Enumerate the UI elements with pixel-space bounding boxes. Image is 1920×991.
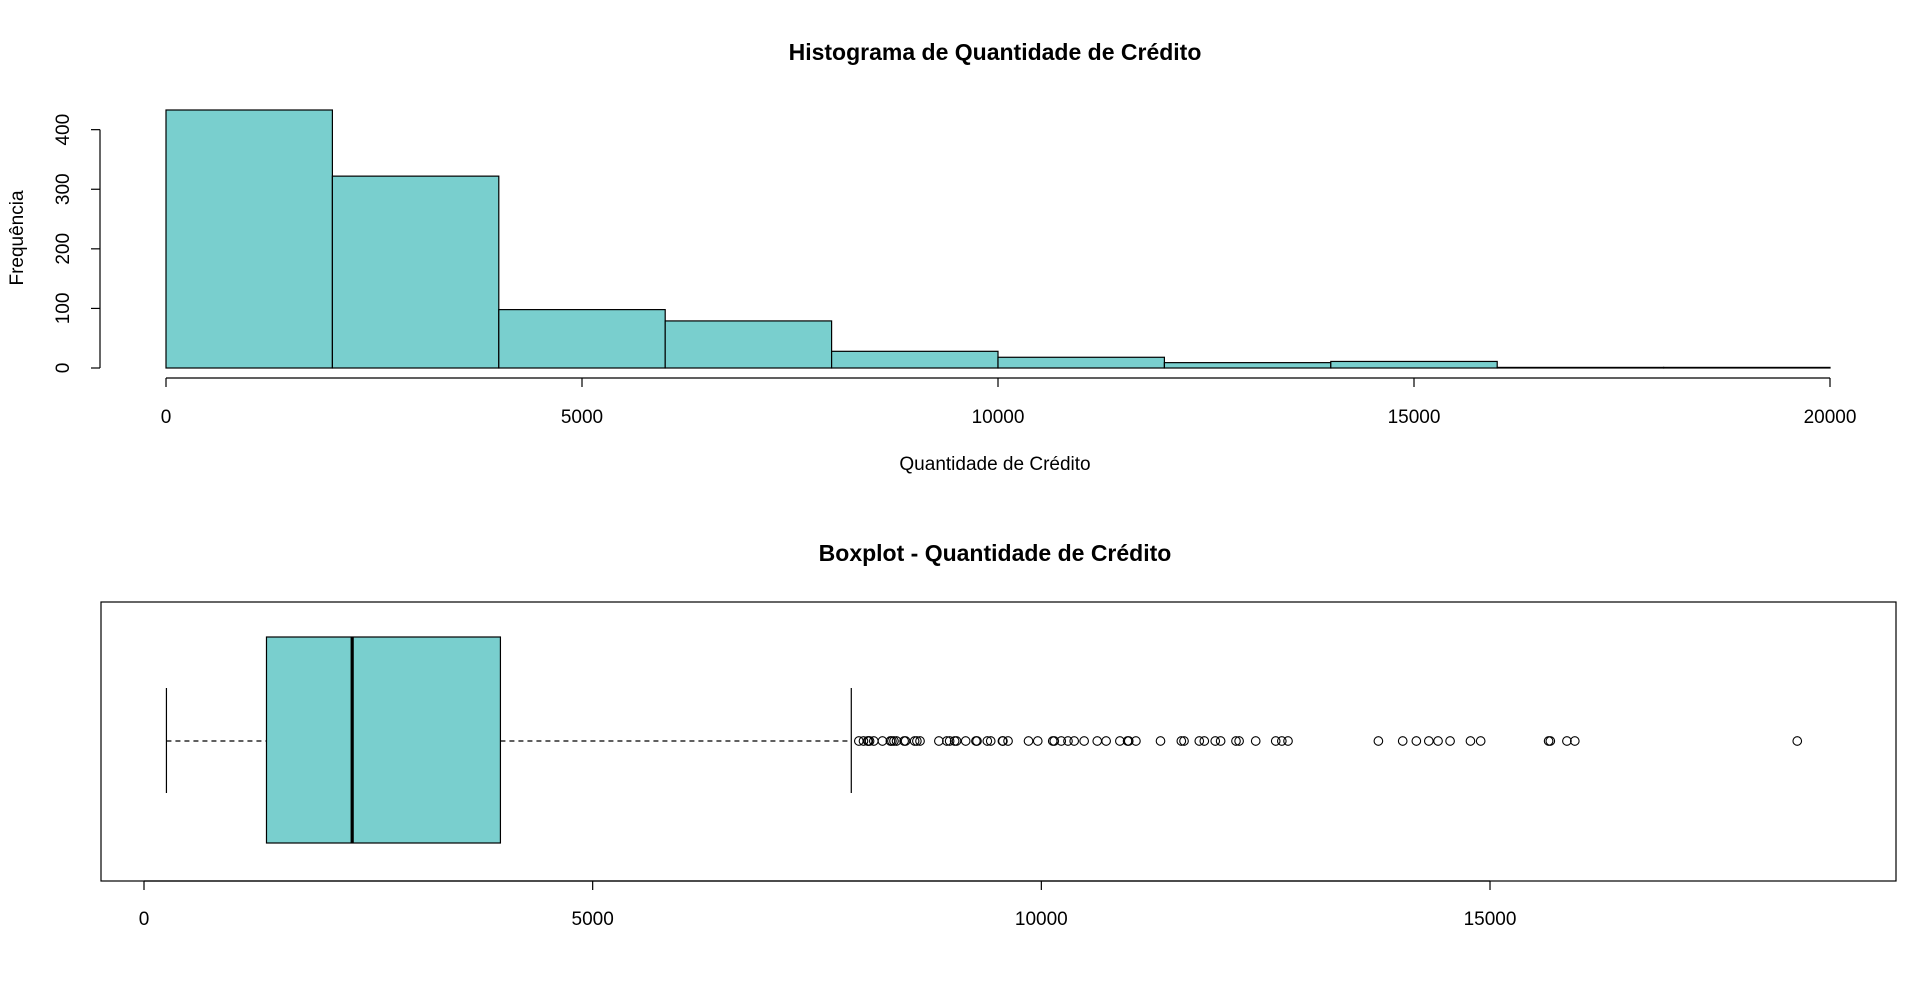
boxplot-outlier-point [1545,736,1556,746]
boxplot-outlier-point [1079,736,1089,746]
boxplot-outlier-point [1056,736,1067,746]
histogram-bar [997,356,1165,369]
boxplot-outlier-point [1373,736,1384,746]
boxplot-outlier-point [934,736,944,746]
histogram-y-axis-label: Frequência [7,190,28,285]
histogram-y-axis: 0 100 200 300 400 [53,114,101,374]
boxplot-outlier-point [1179,736,1189,746]
histogram-bar [498,309,666,369]
boxplot-outlier-point [998,736,1008,746]
boxplot-outlier-point [1131,736,1141,746]
boxplot-outlier-point [858,736,869,746]
boxplot-box [265,636,502,844]
boxplot-outlier-point [1003,736,1013,746]
boxplot-outlier-point [1475,736,1486,746]
boxplot-outlier-point [1032,736,1043,746]
histogram-bar [1496,366,1665,369]
boxplot-outlier-point [1411,736,1422,746]
boxplot-outlier-point [1234,736,1244,746]
boxplot-outlier-point [915,736,925,746]
boxplot-outlier-point [985,736,996,746]
boxplot-outlier-point [1049,736,1060,746]
histogram-bar [331,175,500,369]
histogram-x-axis-label: Quantidade de Crédito [899,454,1090,475]
histogram-x-axis: 0 5000 10000 15000 20000 [161,377,1857,428]
boxplot-outlier-point [972,736,982,746]
histogram-bar [1330,360,1498,369]
boxplot-outlier-point [1276,736,1287,746]
boxplot-outlier-point [960,736,971,746]
boxplot-outlier-point [944,736,955,746]
boxplot-outlier-point [1792,736,1803,746]
boxplot-x-tick-label: 15000 [1464,909,1517,930]
boxplot-outlier-point [1465,736,1476,746]
boxplot-outlier-point [1063,736,1073,746]
boxplot-outlier-point [909,736,920,746]
boxplot-outlier-point [864,736,875,746]
boxplot-outlier-point [942,736,952,746]
histogram-bar [165,109,333,369]
boxplot-x-tick-label: 0 [139,909,150,930]
boxplot-outlier-point [951,736,962,746]
boxplot-outlier-point [1069,736,1080,746]
histogram-panel: Histograma de Quantidade de Crédito Quan… [7,39,1856,475]
boxplot-x-tick-label: 10000 [1015,909,1068,930]
boxplot-outlier-point [1199,736,1210,746]
boxplot-outlier-point [889,736,899,746]
boxplot-outlier-point [1210,736,1221,746]
boxplot-outlier-point [1433,736,1443,746]
boxplot-title: Boxplot - Quantidade de Crédito [819,540,1172,566]
histogram-bar [1163,362,1332,369]
boxplot-outlier-point [982,736,993,746]
boxplot-outlier-point [877,736,888,746]
histogram-x-tick-label: 10000 [972,407,1025,428]
boxplot-outlier-point [1101,736,1111,746]
histogram-y-tick-label: 400 [53,114,74,146]
boxplot-outlier-point [1123,736,1134,746]
boxplot-outlier-point [1092,736,1103,746]
histogram-y-tick-label: 300 [53,173,74,205]
histogram-y-tick-label: 100 [53,293,74,325]
histogram-x-tick-label: 20000 [1804,407,1857,428]
boxplot-x-axis: 0 5000 10000 15000 [139,880,1517,930]
boxplot-outlier-point [1283,736,1293,746]
boxplot-outlier-point [1215,736,1226,746]
histogram-title: Histograma de Quantidade de Crédito [789,39,1202,65]
boxplot-outlier-point [1023,736,1034,746]
histogram-x-tick-label: 5000 [561,407,603,428]
boxplot-outlier-point [1231,736,1241,746]
boxplot-outlier-point [1250,736,1261,746]
boxplot-outlier-point [1569,736,1580,746]
histogram-bar [1662,366,1831,369]
histogram-bar [664,320,833,369]
histogram-bar [830,350,999,369]
boxplot-outlier-point [912,736,922,746]
histogram-x-tick-label: 0 [161,407,172,428]
boxplot-outlier-point [1562,736,1572,746]
boxplot-outlier-point [1194,736,1205,746]
histogram-x-tick-label: 15000 [1388,407,1441,428]
boxplot-outlier-point [1155,736,1166,746]
boxplot-outliers [853,736,1803,746]
boxplot-outlier-point [1176,736,1187,746]
boxplot-x-tick-label: 5000 [572,909,614,930]
boxplot-outlier-point [1445,736,1455,746]
boxplot-outlier-point [1423,736,1434,746]
histogram-y-tick-label: 0 [53,363,74,374]
histogram-y-tick-label: 200 [53,233,74,265]
histogram-bars [165,109,1831,369]
boxplot-panel: Boxplot - Quantidade de Crédito 0 5000 100… [100,540,1897,930]
boxplot-outlier-point [1397,736,1408,746]
boxplot-elements [165,636,852,844]
boxplot-outlier-point [1270,736,1281,746]
